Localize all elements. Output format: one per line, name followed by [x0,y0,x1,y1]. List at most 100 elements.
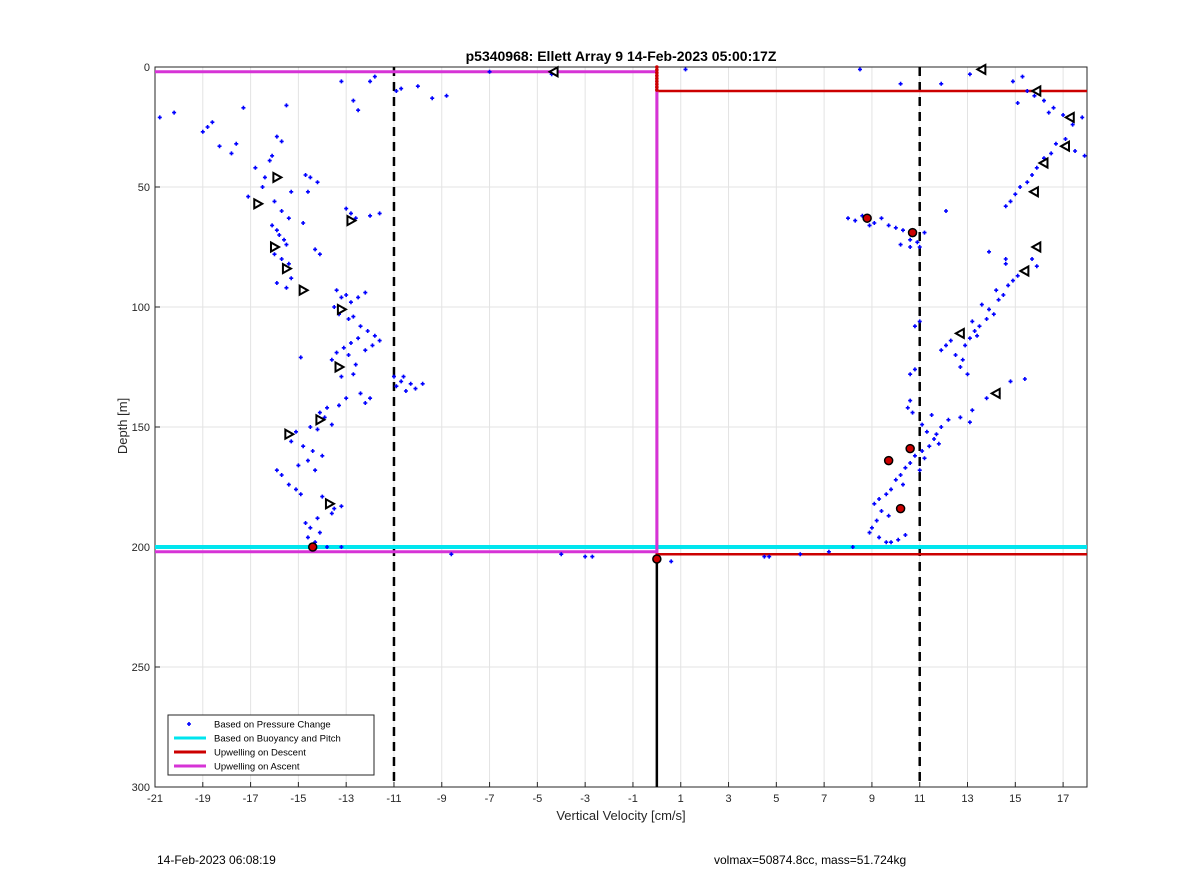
surface-red-dot [655,70,659,75]
x-tick-label: 15 [1009,793,1021,805]
pressure-point [1010,79,1015,84]
descent-marker [334,360,346,374]
pressure-point [308,175,313,180]
pressure-point [915,240,920,245]
pressure-point [994,288,999,293]
pressure-point [1063,137,1068,141]
red-point [907,227,918,238]
pressure-point [368,79,373,84]
red-point [883,455,894,466]
descent-marker [269,240,282,254]
pressure-point [917,319,922,324]
pressure-point [284,103,289,108]
pressure-point [372,333,377,338]
pressure-point [286,216,291,221]
pressure-point [210,120,215,125]
pressure-point [487,69,492,74]
markers [253,63,1075,564]
surface-red-dot [655,68,659,72]
pressure-point [279,209,284,213]
pressure-point [922,456,927,461]
ascent-marker [1030,240,1042,254]
legend: Based on Pressure Change Based on Buoyanc… [167,714,375,776]
pressure-point [358,324,363,329]
pressure-point [363,401,368,405]
pressure-point [1025,89,1030,93]
pressure-point [279,257,284,261]
pressure-point [1003,261,1008,266]
pressure-point [200,129,205,134]
pressure-point [869,525,874,530]
pressure-point [893,225,898,230]
x-tick-label: -3 [580,793,590,805]
pressure-point [874,518,879,523]
pressure-point [987,249,992,254]
pressure-point [583,554,588,559]
pressure-point [889,487,894,492]
pressure-point [234,141,239,146]
x-tick-label: -7 [485,793,495,805]
pressure-point [430,96,435,101]
pressure-point [337,403,342,408]
ascent-marker [547,65,559,79]
chart-title: p5340968: Ellett Array 9 14-Feb-2023 05:… [466,48,777,64]
pressure-point [301,444,306,449]
pressure-point [310,449,315,453]
pressure-point [325,405,330,410]
pressure-point [260,185,265,189]
pressure-point [900,228,905,233]
pressure-point [960,357,965,362]
x-tick-label: 7 [821,793,827,805]
pressure-point [896,537,901,542]
pressure-point [308,525,313,530]
pressure-point [1030,173,1035,177]
pressure-point [329,511,334,516]
pressure-point [413,386,418,391]
pressure-point [1034,165,1039,170]
pressure-point [898,242,903,247]
pressure-point [1008,379,1013,384]
pressure-point [351,314,356,319]
pressure-point [879,509,884,513]
pressure-point [246,194,251,199]
pressure-point [1061,113,1066,117]
pressure-point [886,513,891,518]
pressure-point [293,487,298,492]
pressure-point [339,374,344,379]
pressure-point [970,408,975,413]
legend-entry: Upwelling on Ascent [214,762,300,773]
pressure-point [305,189,310,194]
pressure-point [965,372,970,377]
pressure-point [867,223,872,228]
pressure-point [370,343,375,348]
ascent-marker [1030,84,1042,98]
pressure-point [377,211,382,216]
red-point [895,503,906,514]
pressure-point [939,425,944,429]
pressure-point [1030,257,1035,261]
pressure-point [908,398,913,403]
pressure-point [979,302,984,307]
pressure-point [910,410,915,415]
pressure-point [967,420,972,425]
pressure-point [683,67,688,72]
y-tick-label: 150 [132,422,150,434]
pressure-point [798,552,803,557]
pressure-point [334,350,339,355]
pressure-point [217,144,222,149]
pressure-point [313,247,318,252]
pressure-point [322,415,327,420]
pressure-point [912,324,917,329]
pressure-point [320,453,325,458]
pressure-point [270,153,275,158]
pressure-point [967,336,972,341]
pressure-point [1032,93,1037,98]
pressure-point [401,374,406,379]
pressure-point [282,237,287,242]
pressure-point [415,84,420,89]
pressure-point [948,338,953,343]
pressure-point [879,216,884,221]
pressure-point [270,223,275,228]
pressure-point [977,324,982,329]
pressure-point [903,465,908,470]
